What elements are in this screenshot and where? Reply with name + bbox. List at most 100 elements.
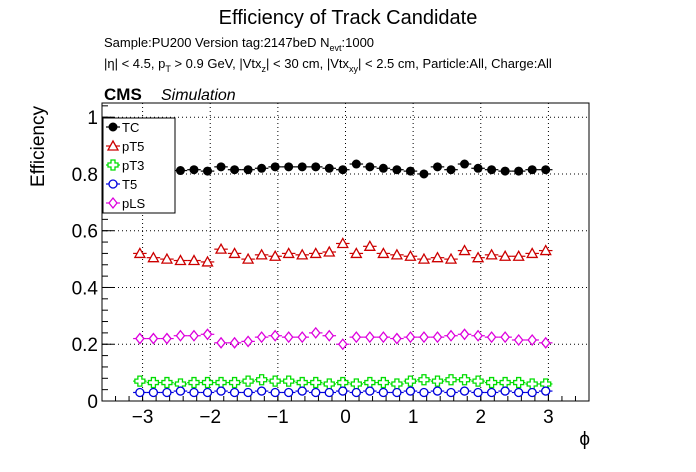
data-point <box>337 376 349 389</box>
data-point <box>486 331 497 344</box>
data-point <box>392 165 402 175</box>
data-point <box>513 376 525 389</box>
data-point <box>541 165 551 175</box>
data-point <box>269 375 281 387</box>
data-point <box>203 166 213 176</box>
data-point <box>500 166 510 176</box>
data-point <box>417 252 431 264</box>
data-point <box>526 247 539 259</box>
y-tick-label: 0.4 <box>72 278 99 299</box>
data-series <box>133 159 553 398</box>
data-point <box>323 378 335 390</box>
data-point <box>405 166 415 176</box>
axis-ticks: −3 −2 −1 0 1 2 3 0 0.2 0.4 0.6 0.8 1 <box>72 105 590 428</box>
data-point <box>241 252 255 264</box>
data-point <box>229 336 240 349</box>
x-tick-label: 2 <box>475 407 486 428</box>
legend-entry-label: TC <box>122 120 139 135</box>
data-point <box>255 248 268 260</box>
data-point <box>214 242 228 254</box>
data-point <box>310 326 321 339</box>
data-point <box>404 249 417 261</box>
data-point <box>243 387 253 398</box>
y-tick-label: 0.6 <box>72 222 98 243</box>
data-point <box>473 163 483 173</box>
data-point <box>216 336 226 349</box>
data-point <box>338 165 348 175</box>
data-point <box>202 328 213 341</box>
data-point <box>216 162 226 172</box>
data-point <box>216 386 226 396</box>
data-point <box>324 387 334 398</box>
data-point <box>514 166 524 176</box>
data-point <box>446 165 456 175</box>
data-point <box>431 251 444 263</box>
data-point <box>446 387 456 398</box>
data-point <box>270 329 280 342</box>
x-axis-label: ϕ <box>579 429 590 450</box>
data-point <box>297 162 307 172</box>
data-point <box>284 387 294 398</box>
data-point <box>527 387 537 398</box>
data-point <box>472 375 484 387</box>
data-point <box>243 335 253 348</box>
data-point <box>296 376 308 389</box>
data-point <box>161 376 173 389</box>
data-point <box>392 387 402 398</box>
data-point <box>282 247 295 259</box>
data-point <box>460 159 470 169</box>
legend-marker <box>107 159 119 171</box>
legend: TC pT5 pT3 T5 pLS <box>102 117 176 214</box>
data-point <box>526 378 538 390</box>
data-point <box>378 387 389 398</box>
data-point <box>336 237 349 249</box>
data-point <box>350 378 362 390</box>
data-point <box>215 376 227 389</box>
series-tc <box>133 159 553 179</box>
legend-marker <box>108 179 118 189</box>
data-point <box>324 329 335 342</box>
data-point <box>323 245 336 257</box>
data-point <box>311 162 321 172</box>
data-point <box>364 376 376 389</box>
data-point <box>486 387 497 398</box>
data-point <box>446 329 456 342</box>
data-point <box>541 386 551 396</box>
data-point <box>471 251 485 263</box>
data-point <box>351 387 361 398</box>
data-point <box>284 162 294 172</box>
data-point <box>459 386 470 396</box>
data-point <box>230 165 240 175</box>
data-point <box>297 331 308 344</box>
data-point <box>228 376 241 389</box>
x-tick-label: 3 <box>543 407 554 428</box>
series-t5 <box>133 386 553 398</box>
data-point <box>499 376 511 389</box>
data-point <box>499 249 512 261</box>
data-point <box>378 331 389 344</box>
data-point <box>270 387 280 398</box>
data-point <box>256 331 267 344</box>
data-point <box>296 248 309 260</box>
data-point <box>175 166 185 176</box>
data-point <box>527 333 538 347</box>
legend-marker <box>108 196 118 210</box>
data-point <box>242 375 254 387</box>
x-tick-label: 1 <box>408 407 419 428</box>
data-point <box>445 374 457 386</box>
data-point <box>419 331 429 344</box>
sample-line: Sample:PU200 Version tag:2147beD Nevt:10… <box>104 35 374 53</box>
simulation-label: Simulation <box>161 87 236 104</box>
data-point <box>189 329 199 342</box>
data-point <box>419 387 429 398</box>
data-point <box>283 331 294 344</box>
data-point <box>324 163 334 173</box>
data-point <box>432 331 443 344</box>
data-point <box>202 387 213 398</box>
data-point <box>148 387 159 398</box>
data-point <box>365 162 375 172</box>
data-point <box>512 249 525 261</box>
data-point <box>419 169 429 179</box>
data-point <box>432 386 443 396</box>
data-point <box>309 247 322 259</box>
